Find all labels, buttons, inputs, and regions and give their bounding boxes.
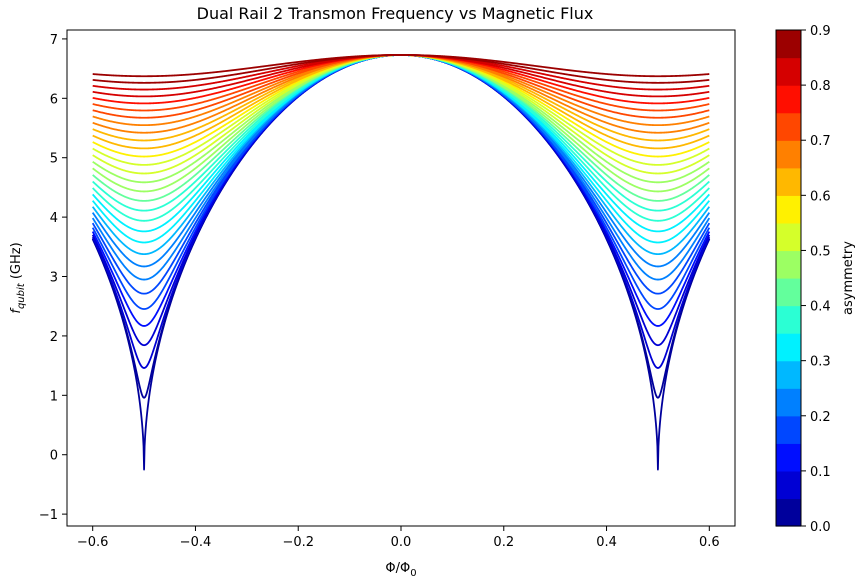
x-tick-label: 0.4 xyxy=(596,535,617,550)
colorbar-tick-label: 0.4 xyxy=(810,300,831,315)
colorbar-tick-label: 0.5 xyxy=(810,244,831,259)
y-tick-label: 0 xyxy=(50,449,58,464)
series-line-23 xyxy=(92,54,710,127)
x-axis-label-subscript: 0 xyxy=(410,568,416,579)
colorbar-frame xyxy=(775,29,802,527)
y-axis: −1 0 1 2 3 4 5 6 7 xyxy=(39,33,67,523)
colorbar-tick-label: 0.8 xyxy=(810,79,831,94)
colorbar-band xyxy=(776,195,801,224)
colorbar-ticks: 0.0 0.1 0.2 0.3 0.4 0.5 0.6 0.7 0.8 0.9 xyxy=(801,24,831,535)
colorbar-band xyxy=(776,85,801,114)
chart-title: Dual Rail 2 Transmon Frequency vs Magnet… xyxy=(197,4,594,23)
series-line-14 xyxy=(92,54,710,202)
y-axis-label-subscript: qubit xyxy=(16,282,27,309)
series-line-29 xyxy=(92,54,710,84)
plot-area: −0.6 −0.4 −0.2 0.0 0.2 0.4 0.6 −1 0 1 2 3 4 5 6 7 xyxy=(39,29,736,550)
y-tick-label: 5 xyxy=(50,152,58,167)
y-axis-label: fqubit (GHz) xyxy=(9,242,27,313)
series-line-12 xyxy=(92,54,710,222)
colorbar-band xyxy=(776,167,801,196)
colorbar-tick-label: 0.2 xyxy=(810,410,831,425)
colorbar-band xyxy=(776,222,801,252)
series-line-10 xyxy=(91,54,711,244)
y-tick-label: 1 xyxy=(50,389,58,404)
series-line-18 xyxy=(92,54,710,166)
series-line-25 xyxy=(92,54,710,112)
y-axis-label-unit: (GHz) xyxy=(9,242,24,283)
colorbar-band xyxy=(776,112,801,141)
colorbar-band xyxy=(776,333,801,362)
series-line-3 xyxy=(91,54,711,347)
colorbar-tick-label: 0.3 xyxy=(810,355,831,370)
series-line-26 xyxy=(92,54,710,105)
series-group xyxy=(91,54,711,471)
colorbar-tick-label: 0.9 xyxy=(810,24,831,39)
series-line-17 xyxy=(92,54,710,175)
colorbar-band xyxy=(776,415,801,444)
colorbar-band xyxy=(776,388,801,417)
y-tick-label: 3 xyxy=(50,271,58,286)
colorbar-band xyxy=(776,443,801,472)
plot-frame xyxy=(66,29,736,527)
colorbar-band xyxy=(776,30,801,59)
colorbar-band xyxy=(776,360,801,389)
x-tick-label: 0.2 xyxy=(493,535,514,550)
y-tick-label: 6 xyxy=(50,92,58,107)
colorbar-tick-label: 0.1 xyxy=(810,465,831,480)
y-tick-label: 7 xyxy=(50,33,58,48)
colorbar-label: asymmetry xyxy=(841,241,856,315)
series-line-2 xyxy=(91,54,711,369)
colorbar-band xyxy=(776,470,801,500)
series-line-28 xyxy=(92,54,710,91)
colorbar-band xyxy=(776,498,801,527)
colorbar-tick-label: 0.7 xyxy=(810,134,831,149)
series-line-30 xyxy=(92,54,710,78)
y-tick-label: 4 xyxy=(50,211,58,226)
colorbar-band xyxy=(776,250,801,279)
colorbar-tick-label: 0.6 xyxy=(810,189,831,204)
colorbar-band xyxy=(776,140,801,169)
x-axis-label: Φ/Φ0 xyxy=(385,561,416,579)
x-tick-label: −0.6 xyxy=(77,535,109,550)
x-axis: −0.6 −0.4 −0.2 0.0 0.2 0.4 0.6 xyxy=(77,526,720,550)
y-tick-label: 2 xyxy=(50,330,58,345)
colorbar-band xyxy=(776,278,801,307)
series-line-21 xyxy=(92,54,710,142)
series-line-20 xyxy=(92,54,710,150)
colorbar-band xyxy=(776,57,801,86)
x-tick-label: −0.2 xyxy=(282,535,314,550)
colorbar: 0.0 0.1 0.2 0.3 0.4 0.5 0.6 0.7 0.8 0.9 asymmetry xyxy=(775,24,856,535)
x-tick-label: 0.0 xyxy=(391,535,412,550)
colorbar-bands xyxy=(776,30,801,527)
x-tick-label: −0.4 xyxy=(180,535,212,550)
colorbar-band xyxy=(776,305,801,334)
colorbar-tick-label: 0.0 xyxy=(810,520,831,535)
x-tick-label: 0.6 xyxy=(699,535,720,550)
y-tick-label: −1 xyxy=(39,508,58,523)
